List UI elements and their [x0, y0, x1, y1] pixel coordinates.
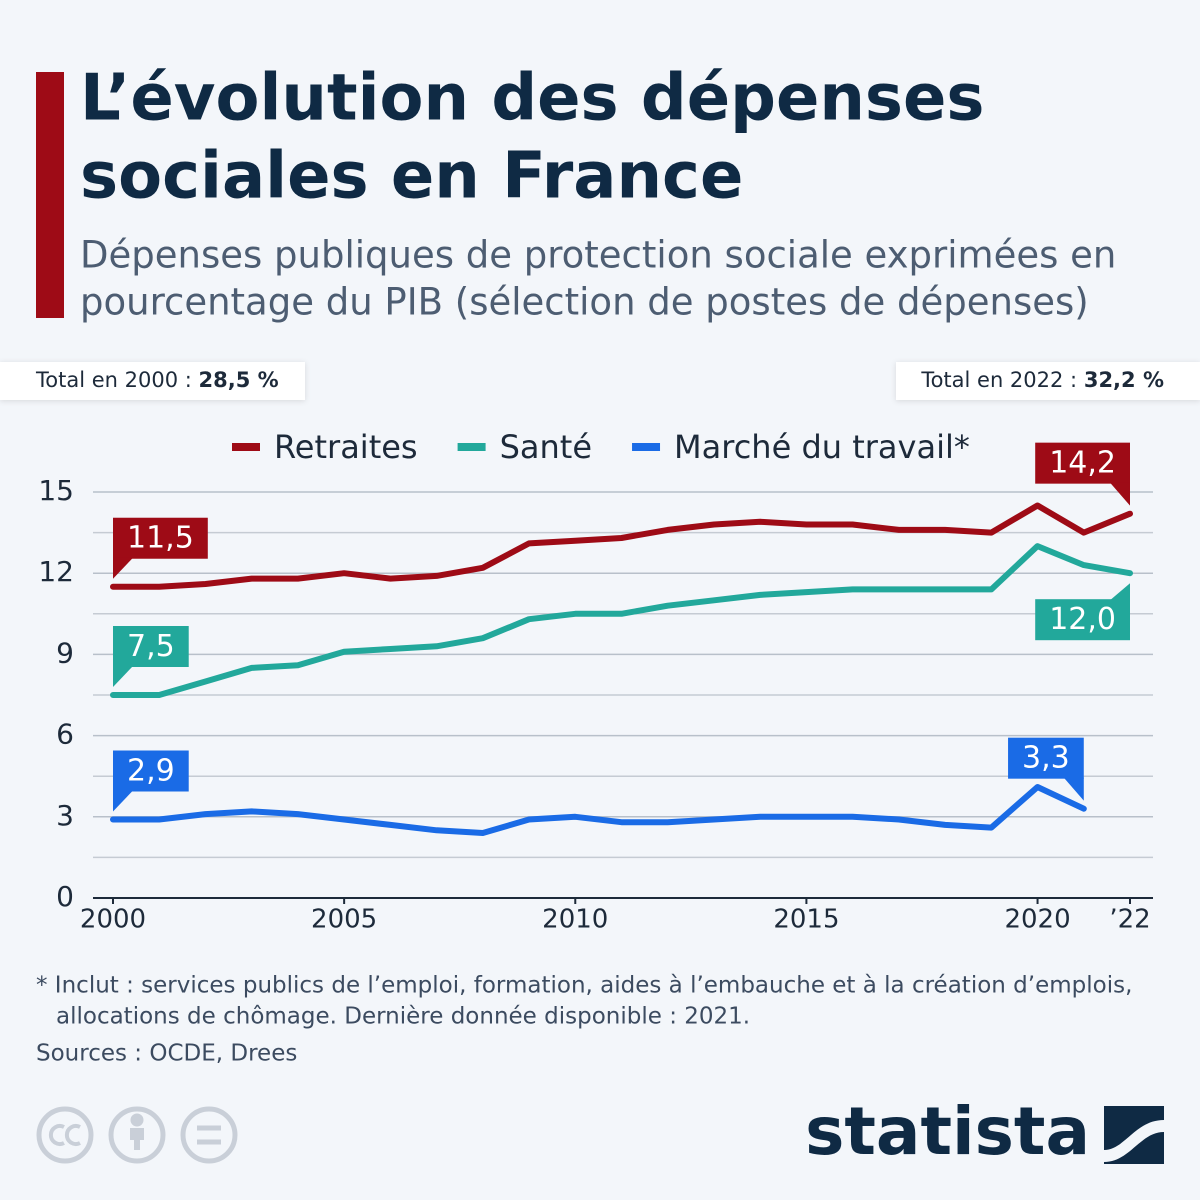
callout-box	[1035, 442, 1130, 484]
callout-pointer	[1110, 482, 1130, 506]
chart-title: L’évolution des dépenses	[80, 62, 985, 136]
total-label: Total en 2022 :	[920, 368, 1077, 392]
title-bar	[36, 72, 64, 318]
legend-label: Santé	[500, 428, 592, 466]
subtitle: pourcentage du PIB (sélection de postes …	[80, 281, 1089, 324]
x-tick-label: 2020	[1004, 905, 1070, 935]
total-text: Total en 2000 : 28,5 %	[35, 368, 279, 392]
total-value: 32,2 %	[1084, 368, 1164, 392]
callout: 14,2	[1035, 442, 1130, 506]
callout-pointer	[113, 557, 133, 579]
y-tick-label: 3	[56, 799, 74, 832]
total-value: 28,5 %	[199, 368, 279, 392]
brand: statista	[805, 1093, 1090, 1170]
y-tick-label: 9	[56, 636, 74, 669]
series-line	[110, 784, 1087, 836]
total-text: Total en 2022 : 32,2 %	[920, 368, 1164, 392]
footnote: * Inclut : services publics de l’emploi,…	[36, 973, 1132, 999]
legend-label: Marché du travail*	[674, 428, 970, 466]
source: Sources : OCDE, Drees	[36, 1041, 297, 1067]
footnote: allocations de chômage. Dernière donnée …	[56, 1004, 750, 1030]
brand-icon	[1104, 1106, 1164, 1164]
series-line	[110, 502, 1133, 590]
chart-title: sociales en France	[80, 140, 743, 214]
x-tick-label: ’22	[1109, 905, 1150, 935]
callout-pointer	[113, 666, 133, 687]
data-label: 11,5	[127, 521, 194, 556]
total-box	[896, 362, 1200, 400]
y-tick-label: 15	[38, 474, 74, 507]
callout: 3,3	[1008, 737, 1084, 801]
y-tick-label: 6	[56, 718, 74, 751]
data-label: 14,2	[1049, 446, 1116, 481]
callout: 11,5	[113, 517, 208, 579]
x-tick-label: 2015	[773, 905, 839, 935]
callout: 2,9	[113, 750, 189, 812]
data-label: 12,0	[1049, 602, 1116, 637]
total-box	[0, 362, 305, 400]
x-tick-label: 2005	[311, 905, 377, 935]
legend-label: Retraites	[274, 428, 418, 466]
callout: 7,5	[113, 626, 189, 687]
y-tick-label: 0	[56, 880, 74, 913]
series-line	[110, 543, 1133, 698]
data-label: 3,3	[1022, 741, 1070, 776]
subtitle: Dépenses publiques de protection sociale…	[80, 234, 1116, 277]
callout-box	[113, 750, 189, 792]
callout-box	[1035, 599, 1130, 641]
callout-box	[113, 626, 189, 667]
callout: 12,0	[1035, 583, 1130, 641]
x-tick-label: 2000	[80, 905, 146, 935]
callout-pointer	[1110, 583, 1130, 601]
total-label: Total en 2000 :	[35, 368, 192, 392]
callout-box	[113, 517, 208, 559]
y-tick-label: 12	[38, 555, 74, 588]
callout-pointer	[113, 790, 133, 812]
callout-box	[1008, 737, 1084, 779]
license-icons	[36, 1106, 238, 1164]
x-tick-label: 2010	[542, 905, 608, 935]
data-label: 7,5	[127, 629, 175, 664]
callout-pointer	[1063, 777, 1084, 801]
data-label: 2,9	[127, 754, 175, 789]
